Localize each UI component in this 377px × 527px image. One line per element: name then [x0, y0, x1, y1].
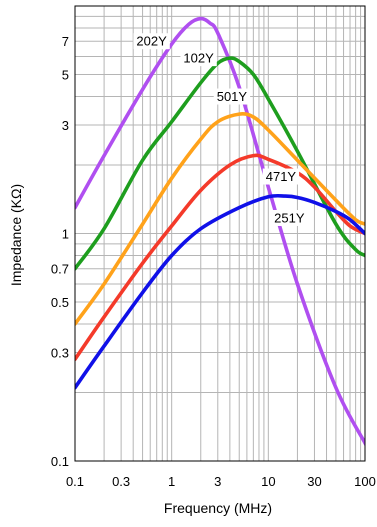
y-tick-label: 5 [62, 67, 69, 82]
series-label-471y: 471Y [262, 168, 300, 185]
x-axis-label: Frequency (MHz) [164, 500, 272, 516]
y-tick-label: 7 [62, 34, 69, 49]
series-label-background [180, 50, 217, 67]
series-lines [75, 16, 365, 447]
series-label-background [133, 33, 170, 50]
y-tick-label: 0.7 [51, 262, 69, 277]
series-label-text: 102Y [183, 51, 214, 66]
series-line-471y [75, 153, 365, 362]
y-tick-label: 1 [62, 227, 69, 242]
series-line-202y [75, 16, 365, 447]
series-label-501y: 501Y [213, 88, 251, 105]
x-tick-label: 10 [261, 474, 275, 489]
x-tick-label: 0.3 [112, 474, 130, 489]
grid [75, 6, 365, 461]
x-axis-ticks: 0.1 0.3 1 3 10 30 100 [66, 474, 376, 489]
y-tick-label: 3 [62, 118, 69, 133]
series-label-202y: 202Y [133, 33, 170, 50]
y-axis-label: Impedance (KΩ) [8, 184, 24, 286]
x-tick-label: 30 [307, 474, 321, 489]
x-tick-label: 3 [214, 474, 221, 489]
x-tick-label: 100 [354, 474, 376, 489]
series-labels: 202Y 102Y 501Y 471Y 251Y [133, 33, 308, 226]
series-line-102y [75, 56, 365, 271]
series-label-251y: 251Y [271, 209, 308, 226]
y-tick-label: 0.3 [51, 345, 69, 360]
series-label-text: 501Y [217, 89, 248, 104]
series-label-text: 471Y [266, 169, 297, 184]
series-label-background [262, 168, 300, 185]
y-axis-ticks: 0.1 0.3 0.5 0.7 1 3 5 7 [51, 34, 69, 469]
series-label-background [213, 88, 251, 105]
series-label-text: 251Y [274, 210, 305, 225]
series-label-text: 202Y [136, 34, 167, 49]
series-line-251y [75, 193, 365, 390]
x-tick-label: 1 [168, 474, 175, 489]
series-label-102y: 102Y [180, 50, 217, 67]
series-label-background [271, 209, 308, 226]
x-tick-label: 0.1 [66, 474, 84, 489]
y-tick-label: 0.1 [51, 454, 69, 469]
y-tick-label: 0.5 [51, 295, 69, 310]
series-line-501y [75, 112, 365, 326]
plot-frame [74, 5, 366, 462]
